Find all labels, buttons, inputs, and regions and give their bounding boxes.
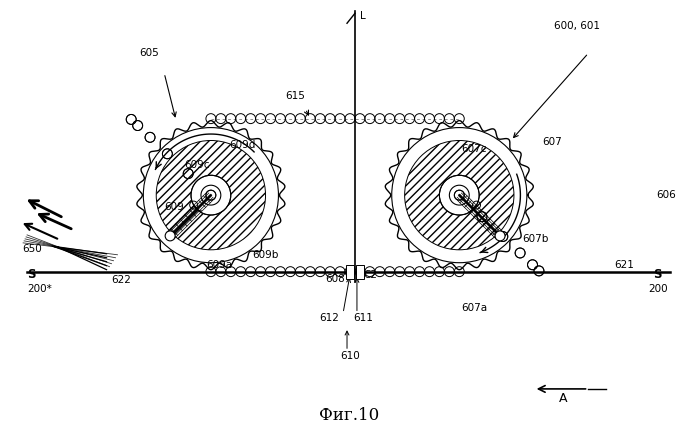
Text: 609b: 609b	[253, 250, 279, 260]
Wedge shape	[156, 141, 265, 250]
Text: 621: 621	[614, 260, 634, 270]
Text: 650: 650	[22, 244, 42, 254]
Text: 622: 622	[112, 274, 131, 284]
Text: 200: 200	[648, 284, 668, 294]
Text: 607: 607	[542, 138, 561, 147]
Text: 607b: 607b	[522, 234, 548, 244]
Text: 607a: 607a	[461, 303, 487, 313]
Text: 609: 609	[164, 202, 184, 212]
Circle shape	[495, 231, 505, 241]
Text: 606: 606	[656, 190, 676, 200]
Text: 611: 611	[353, 313, 373, 323]
Text: L: L	[360, 11, 366, 21]
Bar	[346, 265, 354, 279]
Text: Фиг.10: Фиг.10	[319, 407, 379, 424]
Circle shape	[143, 128, 279, 263]
Text: 609c: 609c	[184, 160, 209, 170]
Text: 609a: 609a	[206, 260, 232, 270]
Text: 612: 612	[319, 313, 339, 323]
Text: S: S	[27, 267, 36, 281]
Text: 605: 605	[140, 48, 159, 58]
Text: C2: C2	[363, 270, 377, 280]
Text: S: S	[653, 267, 662, 281]
Text: 200*: 200*	[27, 284, 52, 294]
Circle shape	[392, 128, 527, 263]
Bar	[356, 265, 364, 279]
Text: 607c: 607c	[461, 144, 487, 154]
Wedge shape	[405, 141, 514, 250]
Text: 615: 615	[285, 91, 305, 101]
Text: A: A	[559, 392, 568, 405]
Circle shape	[165, 231, 175, 241]
Text: 608: 608	[325, 274, 345, 284]
Text: 610: 610	[340, 351, 360, 361]
Text: 600, 601: 600, 601	[554, 21, 600, 31]
Text: 609d: 609d	[229, 140, 255, 150]
